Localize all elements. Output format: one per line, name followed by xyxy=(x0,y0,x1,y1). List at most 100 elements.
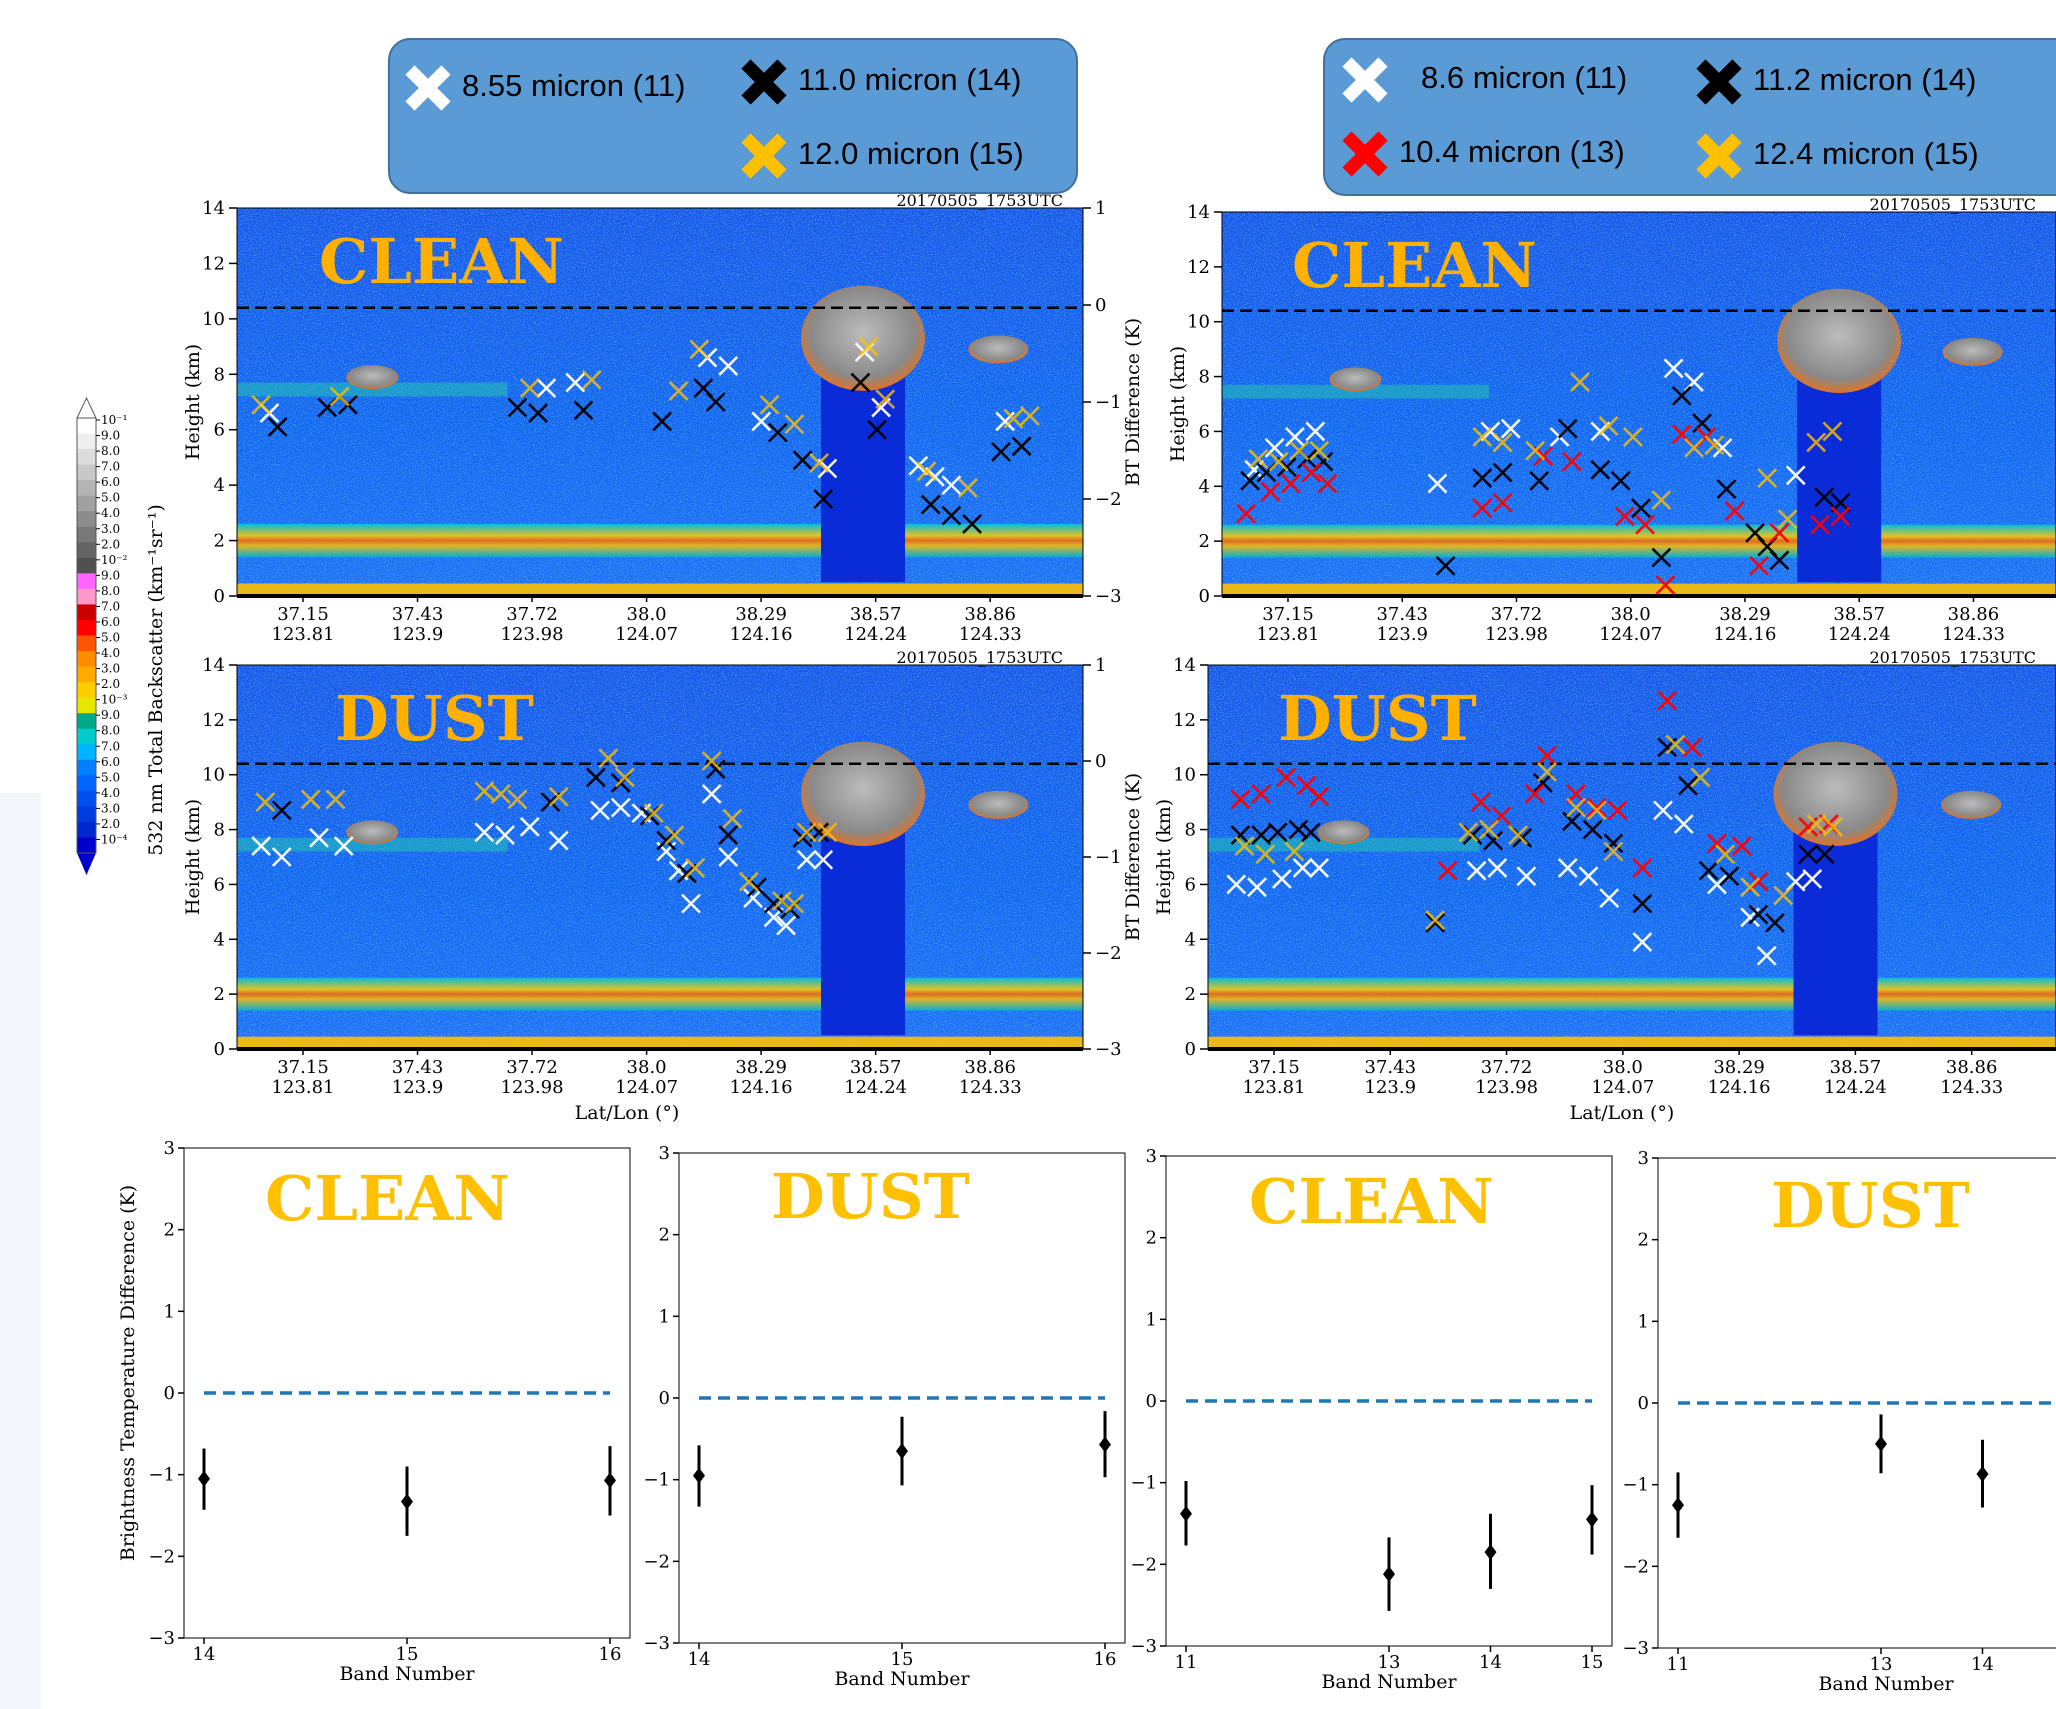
colorbar-segment xyxy=(77,651,96,668)
x-marker xyxy=(652,411,672,432)
x-tick-label: 123.81 xyxy=(1243,1077,1306,1098)
legend-label: 8.55 micron (11) xyxy=(462,68,686,104)
colorbar-segment xyxy=(77,821,96,838)
data-point xyxy=(1672,1497,1684,1514)
x-axis-label: Band Number xyxy=(339,1663,475,1685)
x-marker xyxy=(1472,426,1493,447)
y-axis-label: Height (km) xyxy=(1167,346,1189,462)
y-tick-label: 14 xyxy=(202,198,225,219)
y2-axis-label: BT Difference (K) xyxy=(1122,773,1144,941)
colorbar-segment xyxy=(77,728,96,745)
x-marker xyxy=(325,789,346,810)
panel-title: CLEAN xyxy=(319,225,564,298)
y2-tick-label: −2 xyxy=(1095,943,1122,964)
y-tick-label: −2 xyxy=(148,1546,175,1567)
y2-tick-label: −3 xyxy=(1095,1039,1122,1060)
x-marker xyxy=(598,748,619,769)
x-marker xyxy=(1566,797,1586,818)
y-tick-label: −2 xyxy=(643,1551,670,1572)
y-tick-label: 6 xyxy=(214,420,225,441)
x-marker xyxy=(1500,418,1521,439)
x-marker xyxy=(1267,822,1288,843)
x-tick-label: 38.0 xyxy=(627,604,667,625)
x-marker xyxy=(689,339,710,360)
attenuated-column xyxy=(821,813,906,1036)
lidar-panel: CLEAN 20170505_1753UTC 0 2 4 6 8 10 12 14 Height (… xyxy=(1167,195,2056,645)
x-tick-label: 14 xyxy=(1479,1652,1502,1673)
x-marker xyxy=(722,808,743,829)
y-tick-label: 10 xyxy=(1173,765,1196,786)
thin-aerosol-layer xyxy=(1208,837,1480,852)
x-marker xyxy=(920,494,941,515)
y-tick-label: −3 xyxy=(1622,1638,1649,1659)
x-marker xyxy=(1524,783,1545,804)
x-marker xyxy=(1731,836,1752,856)
x-marker xyxy=(958,477,978,498)
x-marker xyxy=(1785,465,1806,486)
x-tick-label: 38.29 xyxy=(735,604,787,625)
x-marker xyxy=(850,372,871,393)
cloud-top xyxy=(1777,288,1902,394)
x-marker xyxy=(1810,514,1831,535)
x-marker xyxy=(705,392,726,412)
y2-tick-label: 1 xyxy=(1095,655,1106,676)
x-tick-label: 124.24 xyxy=(844,1077,907,1098)
x-marker xyxy=(1590,459,1611,480)
x-tick-label: 38.0 xyxy=(1611,604,1651,625)
data-point xyxy=(1586,1511,1598,1528)
x-tick-label: 15 xyxy=(1581,1652,1604,1673)
x-marker xyxy=(1586,797,1607,818)
x-marker xyxy=(1276,767,1296,788)
x-marker xyxy=(1492,492,1513,513)
x-marker xyxy=(701,783,722,804)
x-marker xyxy=(668,380,689,401)
aerosol-layer xyxy=(237,523,1083,558)
colorbar-tick-label: 5.0 xyxy=(101,491,120,505)
x-marker xyxy=(817,822,838,843)
x-marker xyxy=(1749,555,1770,576)
x-marker xyxy=(474,822,495,843)
x-tick-label: 124.24 xyxy=(844,624,907,645)
colorbar-segment xyxy=(77,837,96,854)
x-tick-label: 124.16 xyxy=(730,624,793,645)
x-tick-label: 123.9 xyxy=(1376,624,1428,645)
y-tick-label: 1 xyxy=(164,1301,175,1322)
colorbar-tick-label: 4.0 xyxy=(101,786,120,800)
x-marker xyxy=(1631,498,1651,519)
x-marker xyxy=(255,792,276,813)
cloud-small xyxy=(346,820,399,845)
x-marker xyxy=(1814,487,1835,508)
colorbar-tick-label: 4.0 xyxy=(101,506,120,520)
x-marker xyxy=(1578,866,1599,887)
data-point xyxy=(604,1472,616,1489)
x-marker xyxy=(1798,844,1819,865)
aerosol-layer xyxy=(237,977,1083,1011)
colorbar-segment xyxy=(77,697,96,714)
y2-tick-label: −1 xyxy=(1095,392,1122,413)
x-marker xyxy=(1240,470,1261,491)
x-tick-label: 124.33 xyxy=(1942,624,2005,645)
thin-aerosol-layer xyxy=(237,382,508,397)
x-marker xyxy=(784,414,805,435)
thin-aerosol-layer xyxy=(1222,384,1489,399)
x-marker xyxy=(1301,462,1322,483)
colorbar-segment xyxy=(77,713,96,730)
x-tick-label: 123.9 xyxy=(392,624,444,645)
y-tick-label: −2 xyxy=(1622,1556,1649,1577)
y-tick-label: 4 xyxy=(214,929,225,950)
black-cross-icon xyxy=(741,59,787,105)
band-panel: CLEAN −3 −2 −1 0 1 2 3 11 13 14 15 Band Number xyxy=(1130,1146,1613,1693)
y-tick-label: 1 xyxy=(1638,1311,1649,1332)
x-marker xyxy=(776,915,796,936)
colorbar-segment xyxy=(77,511,96,528)
x-axis-label: Band Number xyxy=(1321,1671,1457,1693)
data-point xyxy=(1875,1435,1887,1452)
x-marker xyxy=(1655,575,1676,595)
colorbar-segment xyxy=(77,449,96,466)
x-marker xyxy=(548,830,569,851)
y-tick-label: 0 xyxy=(214,586,225,607)
x-tick-label: 123.98 xyxy=(1485,624,1548,645)
x-tick-label: 38.86 xyxy=(964,604,1016,625)
x-marker xyxy=(1317,473,1338,494)
